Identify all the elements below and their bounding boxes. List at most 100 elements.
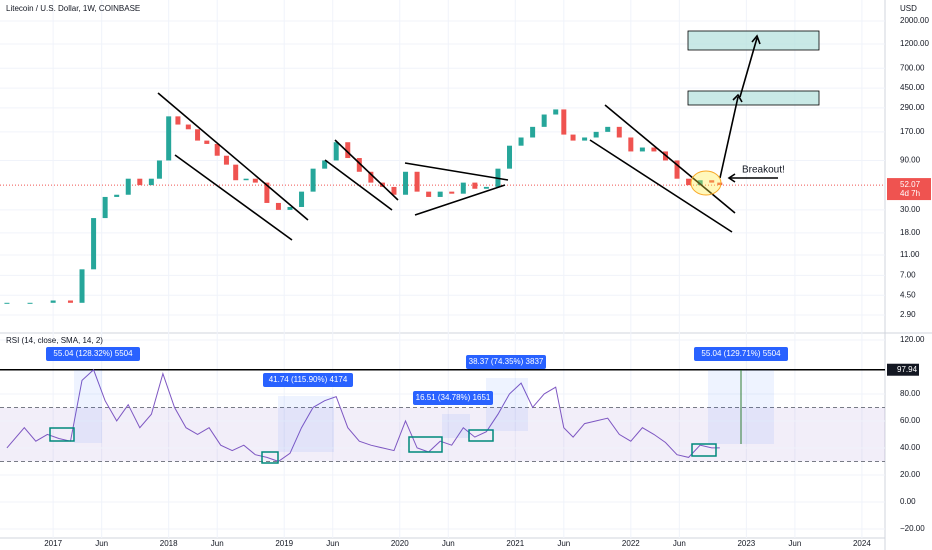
candle: [91, 218, 97, 270]
candle: [67, 300, 73, 303]
rsi-box: [691, 443, 717, 457]
candle: [233, 164, 239, 181]
annotation: Breakout!: [742, 165, 785, 176]
candle: [204, 140, 210, 144]
rsi-box: [261, 451, 279, 464]
candle: [507, 145, 513, 169]
trend-line: [414, 184, 506, 216]
trend-line: [334, 139, 399, 201]
candle: [717, 182, 723, 186]
measure-label-bg: [694, 347, 788, 361]
measure-label-bg: [466, 355, 546, 369]
candle: [403, 171, 409, 195]
candle: [175, 116, 181, 125]
candle: [414, 171, 420, 192]
candle: [472, 182, 478, 189]
measure-label: 55.04 (129.71%) 5504: [701, 349, 781, 358]
x-tick-label: Jun: [557, 539, 570, 548]
y-tick-label: 11.00: [900, 250, 920, 259]
x-tick-label: 2021: [506, 539, 524, 548]
candle: [674, 160, 680, 179]
measure-label: 16.51 (34.78%) 1651: [416, 393, 491, 402]
x-tick-label: 2023: [737, 539, 755, 548]
y-tick-label: 2.90: [900, 310, 916, 319]
measure-area: [278, 396, 334, 452]
candle: [518, 137, 524, 146]
candle: [333, 142, 339, 161]
measure-area: [74, 370, 102, 443]
x-tick-label: 2022: [622, 539, 640, 548]
measure-area: [486, 378, 528, 431]
last-price-badge: [887, 178, 931, 201]
candle: [4, 302, 10, 304]
candle: [299, 191, 305, 207]
arrow-head: [732, 93, 743, 103]
arrow-head: [727, 173, 736, 183]
chart-title: Litecoin / U.S. Dollar, 1W, COINBASE: [6, 4, 140, 13]
x-tick-label: 2020: [391, 539, 409, 548]
candle: [709, 180, 715, 183]
candle: [686, 178, 692, 186]
y-tick-label: 170.00: [900, 127, 925, 136]
candle: [322, 160, 328, 169]
candle: [125, 178, 131, 195]
rsi-box: [468, 429, 494, 442]
y-tick-label: 18.00: [900, 228, 921, 237]
candle: [264, 182, 270, 203]
rsi-level-label: 97.94: [897, 365, 918, 374]
measure-area: [442, 414, 470, 438]
measure-label: 38.37 (74.35%) 3837: [469, 357, 544, 366]
candle: [530, 126, 536, 138]
candle: [553, 109, 559, 115]
candle: [27, 302, 33, 304]
candle: [437, 191, 443, 197]
rsi-box: [49, 427, 75, 442]
candle: [148, 178, 154, 186]
candle: [356, 158, 362, 172]
y-tick-label: −20.00: [900, 524, 925, 533]
candle: [570, 134, 576, 141]
candle: [114, 194, 120, 197]
candle: [102, 196, 108, 219]
drawings: Breakout! 55.04 (128.32%) 5504 41.74 (11…: [46, 30, 820, 464]
arrow: [739, 37, 758, 98]
candle: [214, 143, 220, 156]
y-tick-label: 290.00: [900, 103, 925, 112]
rsi-title: RSI (14, close, SMA, 14, 2): [6, 336, 103, 345]
y-tick-label: 2000.00: [900, 16, 929, 25]
rsi-level-badge: [887, 363, 919, 376]
candle: [223, 155, 229, 165]
y-tick-label: 700.00: [900, 63, 925, 72]
x-tick-label: Jun: [95, 539, 108, 548]
y-tick-label: 80.00: [900, 389, 921, 398]
x-tick-label: Jun: [326, 539, 339, 548]
candle: [605, 126, 611, 132]
candle: [310, 168, 316, 192]
candle: [391, 186, 397, 195]
x-tick-label: Jun: [673, 539, 686, 548]
currency-label: USD: [900, 4, 917, 13]
candle: [449, 191, 455, 194]
candle: [287, 206, 293, 210]
candle: [368, 171, 374, 183]
candle: [582, 137, 588, 141]
candle: [275, 202, 281, 210]
trend-line: [324, 159, 393, 211]
candle: [252, 178, 258, 183]
candle: [616, 126, 622, 138]
candle: [243, 178, 249, 181]
candle: [561, 109, 567, 135]
x-tick-label: Jun: [211, 539, 224, 548]
candle: [195, 129, 201, 141]
arrow-head: [751, 34, 761, 45]
highlight-ellipse: [690, 170, 722, 196]
arrow: [719, 96, 739, 179]
y-tick-label: 90.00: [900, 156, 921, 165]
measure-label: 55.04 (128.32%) 5504: [53, 349, 133, 358]
candle: [185, 124, 191, 130]
candle: [697, 180, 703, 186]
candle: [79, 269, 85, 303]
measure-label-bg: [413, 391, 493, 405]
y-tick-label: 1200.00: [900, 39, 929, 48]
